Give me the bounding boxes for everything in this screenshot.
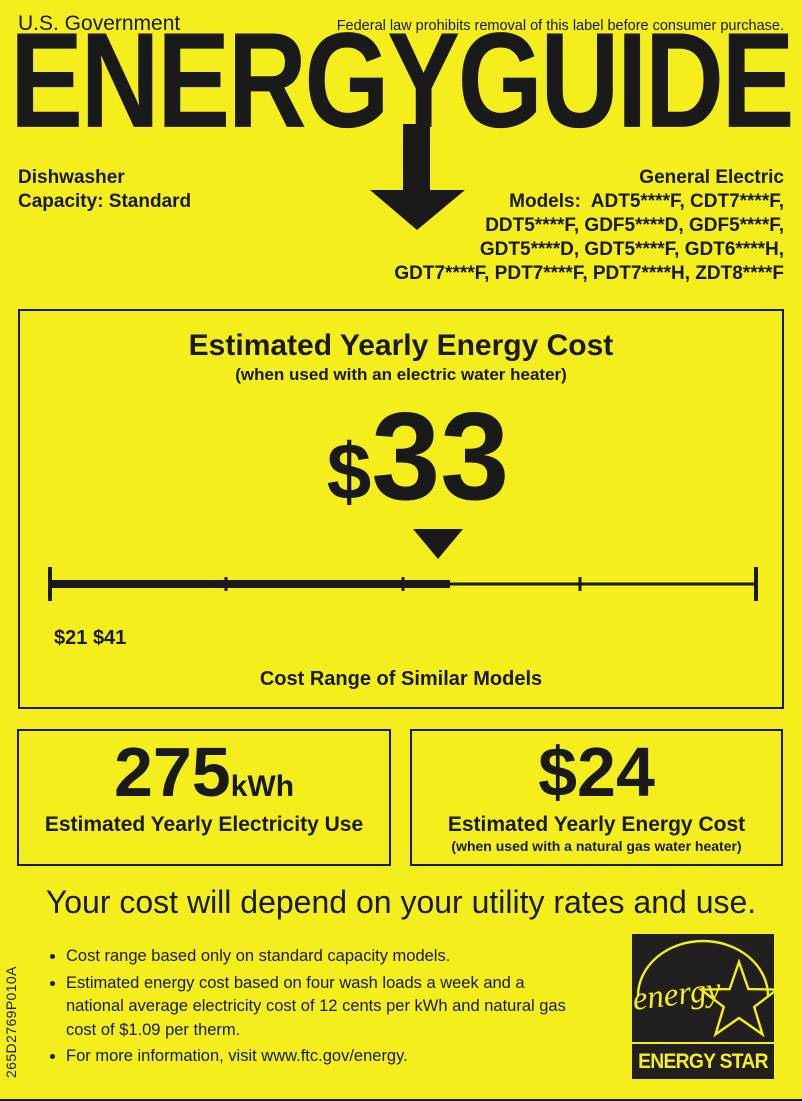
svg-text:energy: energy — [632, 971, 723, 1018]
